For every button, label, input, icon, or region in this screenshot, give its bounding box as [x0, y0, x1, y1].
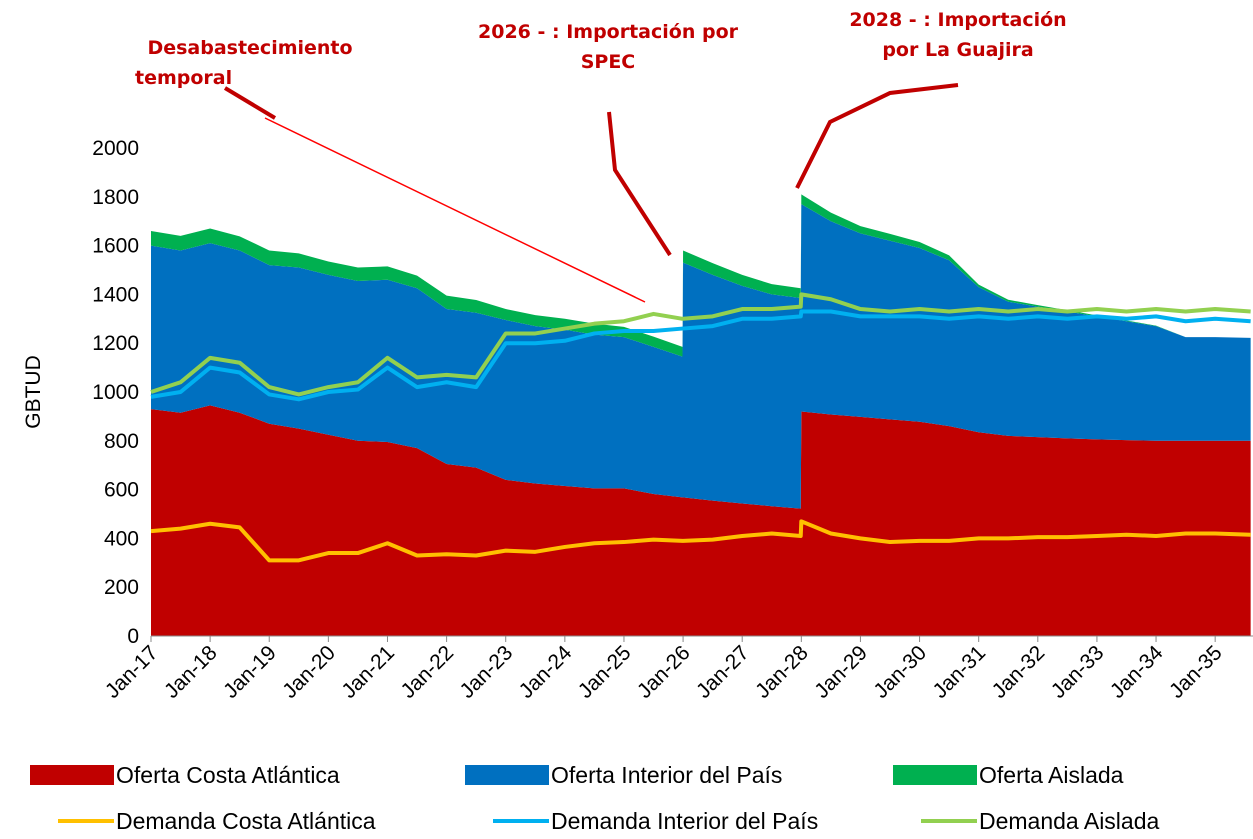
y-tick-label: 1200 [92, 332, 139, 355]
line [150, 309, 1251, 402]
plot-area [150, 194, 1251, 636]
annotation-arrow [795, 83, 959, 189]
y-tick-label: 2000 [92, 137, 139, 160]
annotation-arrow [223, 86, 277, 120]
x-tick-label: Jan-17 [101, 641, 163, 703]
line [150, 519, 1251, 563]
x-tick-label: Jan-26 [633, 641, 695, 703]
y-tick-label: 1400 [92, 283, 139, 306]
y-tick-label: 1800 [92, 186, 139, 209]
x-tick-label: Jan-22 [396, 641, 458, 703]
area [151, 405, 1251, 636]
x-tick-label: Jan-31 [929, 641, 991, 703]
y-tick-label: 200 [104, 576, 139, 599]
annotation: temporal [135, 67, 232, 89]
legend-label: Demanda Costa Atlántica [116, 808, 376, 834]
legend-swatch [30, 765, 114, 785]
legend-label: Oferta Interior del País [551, 762, 782, 788]
annotation-arrow [607, 111, 672, 257]
x-tick-label: Jan-35 [1165, 641, 1227, 703]
x-tick-label: Jan-25 [574, 641, 636, 703]
legend-label: Demanda Interior del País [551, 808, 818, 834]
y-tick-label: 1600 [92, 235, 139, 258]
x-tick-label: Jan-18 [160, 641, 222, 703]
x-tick-label: Jan-32 [988, 641, 1050, 703]
y-tick-label: 400 [104, 527, 139, 550]
line [150, 292, 1251, 397]
annotation: 2028 - : Importación [849, 9, 1066, 31]
x-tick-label: Jan-34 [1106, 641, 1168, 703]
area [151, 204, 1251, 509]
x-tick-label: Jan-29 [810, 641, 872, 703]
x-tick-label: Jan-24 [515, 641, 577, 703]
annotation: SPEC [581, 51, 636, 73]
x-tick-label: Jan-19 [219, 641, 281, 703]
annotation: 2026 - : Importación por [478, 21, 739, 43]
legend-swatch [893, 765, 977, 785]
legend-label: Oferta Costa Atlántica [116, 762, 340, 788]
annotation: Desabastecimiento [147, 37, 352, 59]
annotation-arrow [264, 117, 646, 303]
x-tick-label: Jan-28 [751, 641, 813, 703]
area [151, 194, 1251, 357]
x-tick-label: Jan-23 [456, 641, 518, 703]
y-tick-label: 800 [104, 430, 139, 453]
x-tick-label: Jan-20 [278, 641, 340, 703]
legend-label: Demanda Aislada [979, 808, 1159, 834]
x-tick-label: Jan-27 [692, 641, 754, 703]
y-tick-label: 1000 [92, 381, 139, 404]
y-axis-label: GBTUD [22, 355, 45, 429]
annotation: por La Guajira [882, 39, 1033, 61]
x-tick-label: Jan-33 [1047, 641, 1109, 703]
y-tick-label: 600 [104, 479, 139, 502]
legend-swatch [465, 765, 549, 785]
x-tick-label: Jan-21 [337, 641, 399, 703]
x-tick-label: Jan-30 [869, 641, 931, 703]
legend-label: Oferta Aislada [979, 762, 1124, 788]
y-tick-label: 0 [127, 625, 139, 648]
